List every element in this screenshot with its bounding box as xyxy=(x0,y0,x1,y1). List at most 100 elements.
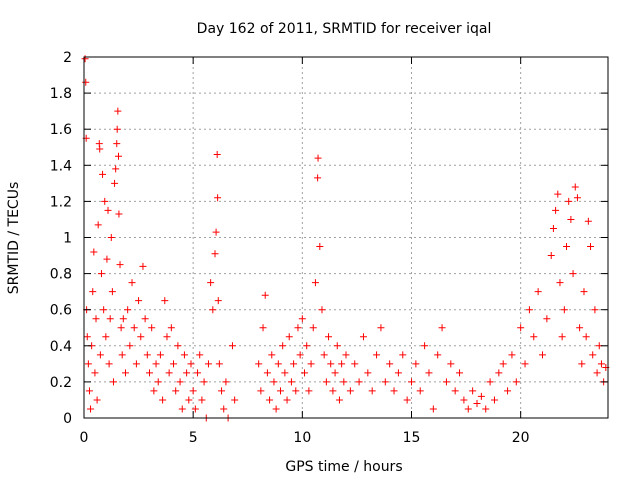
data-point xyxy=(108,234,115,241)
y-tick-label: 0.4 xyxy=(50,339,72,355)
axes: 00.20.40.60.811.21.41.61.820 5 10 15 20 xyxy=(50,50,608,446)
y-tick-label: 2 xyxy=(63,50,72,66)
data-point xyxy=(452,387,459,394)
data-point xyxy=(107,315,114,322)
data-point xyxy=(95,221,102,228)
data-point xyxy=(166,369,173,376)
data-point xyxy=(270,378,277,385)
data-point xyxy=(417,387,424,394)
data-point xyxy=(133,360,140,367)
data-point xyxy=(567,216,574,223)
data-point xyxy=(456,369,463,376)
data-point xyxy=(155,378,162,385)
data-point xyxy=(292,387,299,394)
data-point xyxy=(559,333,566,340)
data-point xyxy=(112,165,119,172)
data-point xyxy=(85,360,92,367)
data-point xyxy=(214,194,221,201)
data-point xyxy=(144,351,151,358)
data-point xyxy=(377,324,384,331)
data-point xyxy=(198,396,205,403)
data-point xyxy=(340,378,347,385)
data-point xyxy=(82,79,89,86)
data-point xyxy=(90,248,97,255)
data-point xyxy=(117,261,124,268)
data-point xyxy=(213,229,220,236)
data-point xyxy=(137,333,144,340)
data-point xyxy=(336,396,343,403)
data-point xyxy=(106,360,113,367)
data-point xyxy=(391,387,398,394)
data-point xyxy=(343,351,350,358)
data-point xyxy=(421,342,428,349)
data-point xyxy=(93,315,100,322)
data-point xyxy=(576,324,583,331)
data-point xyxy=(565,198,572,205)
data-point xyxy=(215,297,222,304)
data-point xyxy=(360,333,367,340)
data-point xyxy=(284,396,291,403)
data-point xyxy=(131,324,138,331)
data-point xyxy=(135,297,142,304)
data-point xyxy=(591,306,598,313)
data-point xyxy=(99,171,106,178)
data-point xyxy=(174,342,181,349)
data-point xyxy=(301,369,308,376)
data-point xyxy=(146,369,153,376)
data-point xyxy=(460,396,467,403)
data-point xyxy=(310,324,317,331)
data-point xyxy=(273,405,280,412)
data-point xyxy=(103,256,110,263)
data-point xyxy=(94,396,101,403)
data-point xyxy=(574,194,581,201)
data-point xyxy=(556,279,563,286)
data-point xyxy=(220,405,227,412)
data-point xyxy=(102,333,109,340)
x-tick-label: 20 xyxy=(512,430,530,446)
data-point xyxy=(114,108,121,115)
data-point xyxy=(583,333,590,340)
y-tick-label: 1.6 xyxy=(50,122,72,138)
y-tick-label: 0 xyxy=(63,411,72,427)
data-point xyxy=(266,396,273,403)
data-point xyxy=(587,243,594,250)
data-point xyxy=(111,180,118,187)
data-point xyxy=(216,360,223,367)
data-point xyxy=(543,315,550,322)
data-point xyxy=(334,342,341,349)
data-point xyxy=(522,360,529,367)
data-point xyxy=(487,378,494,385)
data-point xyxy=(373,351,380,358)
data-point xyxy=(268,351,275,358)
data-point xyxy=(207,279,214,286)
data-point xyxy=(196,351,203,358)
data-point xyxy=(356,378,363,385)
data-point xyxy=(561,306,568,313)
data-point xyxy=(209,306,216,313)
data-point xyxy=(231,396,238,403)
data-point xyxy=(281,369,288,376)
data-point xyxy=(404,396,411,403)
data-point xyxy=(288,378,295,385)
data-point xyxy=(443,378,450,385)
y-tick-label: 0.8 xyxy=(50,267,72,283)
data-point xyxy=(491,396,498,403)
data-points xyxy=(82,55,610,421)
data-point xyxy=(89,288,96,295)
x-tick-label: 0 xyxy=(80,430,89,446)
data-point xyxy=(97,351,104,358)
data-point xyxy=(321,351,328,358)
y-tick-label: 0.2 xyxy=(50,375,72,391)
data-point xyxy=(110,378,117,385)
data-point xyxy=(124,306,131,313)
data-point xyxy=(129,279,136,286)
data-point xyxy=(347,387,354,394)
data-point xyxy=(469,387,476,394)
data-point xyxy=(120,315,127,322)
data-point xyxy=(572,183,579,190)
y-tick-label: 1 xyxy=(63,231,72,247)
data-point xyxy=(142,315,149,322)
data-point xyxy=(87,405,94,412)
data-point xyxy=(100,306,107,313)
data-point xyxy=(447,360,454,367)
